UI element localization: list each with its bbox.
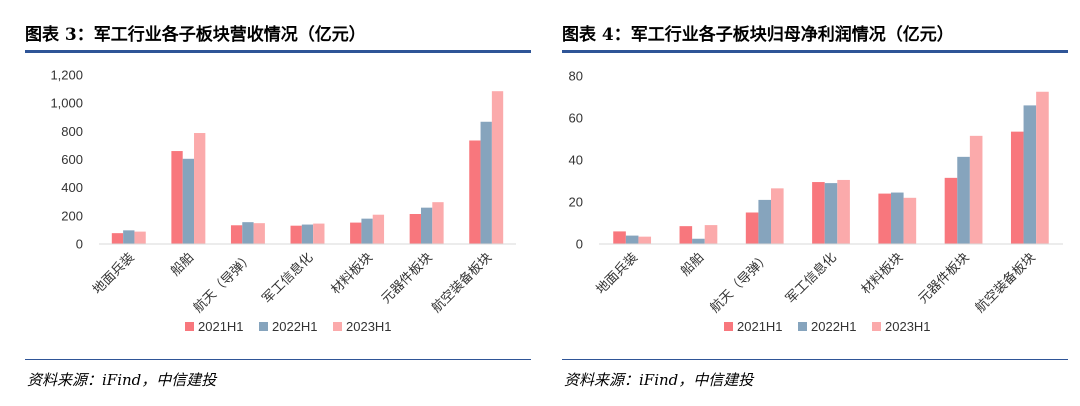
net-profit-chart-panel: 图表 4：军工行业各子板块归母净利润情况（亿元） 0 20 40 60 80 地面兵装 船舶…	[562, 0, 1068, 406]
legend-label: 2023H1	[885, 319, 931, 334]
legend-swatch	[185, 322, 194, 331]
y-tick-label: 1,200	[50, 68, 83, 83]
source-note: 资料来源：iFind，中信建投	[564, 371, 754, 389]
x-category-label: 航空装备板块	[972, 250, 1038, 316]
legend-swatch	[724, 322, 733, 331]
source-rule	[562, 359, 1068, 360]
bar-2021H1	[944, 177, 958, 244]
bar-2021H1	[230, 225, 243, 244]
bar-2022H1	[182, 158, 195, 244]
x-category-label: 船舶	[167, 250, 197, 280]
bar-2023H1	[903, 197, 917, 244]
bar-2023H1	[704, 225, 718, 244]
bar-2023H1	[771, 188, 784, 244]
x-category-label: 航空装备板块	[429, 250, 495, 316]
bar-2022H1	[480, 121, 492, 244]
legend-label: 2023H1	[346, 319, 392, 334]
y-tick-label: 0	[576, 237, 583, 252]
title-rule	[25, 50, 531, 53]
bar-2023H1	[432, 202, 444, 244]
y-tick-label: 1,000	[50, 96, 83, 111]
bar-2021H1	[812, 182, 825, 244]
bar-2023H1	[253, 223, 265, 244]
bar-2023H1	[194, 133, 206, 244]
bar-2021H1	[111, 233, 124, 244]
x-category-label: 航天（导弹）	[707, 250, 773, 316]
legend-swatch	[259, 322, 268, 331]
bar-2023H1	[134, 231, 146, 244]
bar-2022H1	[692, 238, 705, 244]
title-rule	[562, 50, 1068, 53]
bar-2023H1	[969, 135, 983, 244]
bar-2021H1	[409, 214, 421, 244]
y-tick-label: 40	[569, 153, 583, 168]
bar-2021H1	[290, 225, 302, 244]
y-tick-label: 800	[61, 124, 83, 139]
bar-2021H1	[745, 212, 759, 244]
bar-2021H1	[679, 226, 693, 244]
x-category-label: 军工信息化	[259, 250, 316, 307]
legend-swatch	[872, 322, 881, 331]
bar-2022H1	[1023, 105, 1037, 245]
x-category-label: 材料板块	[329, 250, 376, 297]
bar-2021H1	[171, 151, 183, 244]
bar-2021H1	[469, 140, 481, 244]
legend-label: 2022H1	[272, 319, 318, 334]
legend-label: 2021H1	[198, 319, 244, 334]
bar-2022H1	[123, 230, 135, 244]
net-profit-bar-chart: 0 20 40 60 80 地面兵装 船舶 航天（导弹） 军工信息化 材料板块 元器件板块 航空装备板…	[569, 69, 1063, 334]
x-category-label: 元器件板块	[916, 250, 973, 307]
bar-2023H1	[313, 223, 325, 244]
bar-2022H1	[758, 199, 772, 244]
x-category-label: 航天（导弹）	[190, 250, 256, 316]
bar-2022H1	[824, 183, 838, 244]
y-tick-label: 80	[569, 69, 583, 84]
y-tick-label: 400	[61, 180, 83, 195]
bar-2023H1	[837, 179, 850, 244]
bar-2023H1	[372, 214, 385, 244]
legend-label: 2021H1	[737, 319, 783, 334]
y-tick-label: 20	[569, 195, 583, 210]
source-note: 资料来源：iFind，中信建投	[27, 371, 217, 389]
y-tick-label: 60	[569, 111, 583, 126]
bar-2022H1	[957, 156, 970, 244]
x-category-label: 船舶	[678, 250, 708, 280]
bar-2022H1	[301, 224, 314, 244]
y-tick-label: 0	[76, 237, 83, 252]
bar-2023H1	[1036, 91, 1049, 244]
chart-title: 图表 4：军工行业各子板块归母净利润情况（亿元）	[562, 25, 954, 45]
bar-2021H1	[1010, 131, 1024, 244]
revenue-chart-panel: 图表 3：军工行业各子板块营收情况（亿元） 0 200 400 600 800 1,000…	[25, 0, 531, 406]
bar-2021H1	[613, 231, 626, 244]
legend-swatch	[333, 322, 342, 331]
bar-2021H1	[350, 222, 362, 244]
y-tick-label: 600	[61, 152, 83, 167]
bar-2022H1	[625, 235, 639, 244]
y-tick-label: 200	[61, 208, 83, 223]
legend-label: 2022H1	[811, 319, 857, 334]
legend-swatch	[798, 322, 807, 331]
bar-2023H1	[491, 91, 504, 244]
bar-2022H1	[420, 207, 433, 244]
chart-title: 图表 3：军工行业各子板块营收情况（亿元）	[25, 25, 366, 45]
bar-2021H1	[878, 193, 891, 244]
x-category-label: 材料板块	[859, 250, 906, 297]
bar-2023H1	[638, 236, 652, 244]
bar-2022H1	[890, 192, 904, 244]
bar-2022H1	[242, 222, 254, 244]
x-category-label: 元器件板块	[379, 250, 436, 307]
bar-2022H1	[361, 218, 373, 244]
x-category-label: 地面兵装	[90, 250, 137, 297]
x-category-label: 地面兵装	[594, 250, 641, 297]
x-category-label: 军工信息化	[783, 250, 840, 307]
source-rule	[25, 359, 531, 360]
